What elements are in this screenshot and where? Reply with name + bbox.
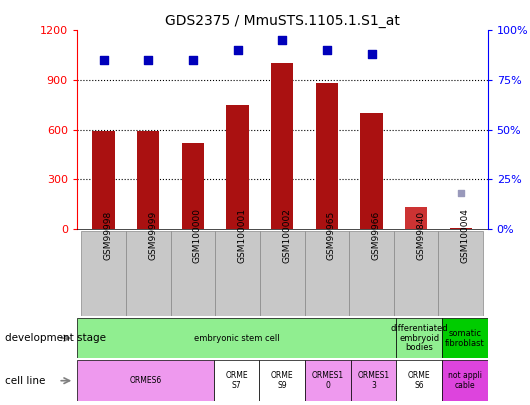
- Bar: [396, 318, 442, 358]
- Text: cell line: cell line: [5, 376, 46, 386]
- FancyBboxPatch shape: [215, 231, 260, 316]
- FancyBboxPatch shape: [438, 231, 483, 316]
- Text: GSM99966: GSM99966: [372, 211, 381, 260]
- Bar: [405, 207, 427, 229]
- Point: [456, 190, 465, 196]
- Text: ORME
S6: ORME S6: [408, 371, 430, 390]
- Text: GSM99840: GSM99840: [416, 211, 425, 260]
- Point: [367, 51, 376, 58]
- FancyBboxPatch shape: [394, 231, 438, 316]
- Bar: [137, 131, 160, 229]
- Bar: [316, 83, 338, 229]
- Bar: [351, 360, 396, 401]
- Bar: [442, 360, 488, 401]
- Title: GDS2375 / MmuSTS.1105.1.S1_at: GDS2375 / MmuSTS.1105.1.S1_at: [165, 14, 400, 28]
- Text: ORME
S7: ORME S7: [225, 371, 248, 390]
- FancyBboxPatch shape: [305, 231, 349, 316]
- Text: GSM99999: GSM99999: [148, 211, 157, 260]
- Text: GSM100000: GSM100000: [193, 208, 202, 262]
- Bar: [449, 228, 472, 229]
- Text: development stage: development stage: [5, 333, 107, 343]
- Text: ORMES1
0: ORMES1 0: [312, 371, 344, 390]
- Text: not appli
cable: not appli cable: [448, 371, 482, 390]
- Text: ORMES1
3: ORMES1 3: [357, 371, 390, 390]
- Bar: [92, 131, 115, 229]
- FancyBboxPatch shape: [260, 231, 305, 316]
- Text: GSM100004: GSM100004: [461, 208, 470, 262]
- Bar: [442, 318, 488, 358]
- Bar: [226, 105, 249, 229]
- Bar: [271, 64, 294, 229]
- Point: [323, 47, 331, 53]
- FancyBboxPatch shape: [171, 231, 215, 316]
- Bar: [405, 207, 427, 229]
- Text: ORME
S9: ORME S9: [271, 371, 294, 390]
- Bar: [259, 360, 305, 401]
- Text: ORMES6: ORMES6: [129, 376, 162, 385]
- Bar: [77, 360, 214, 401]
- FancyBboxPatch shape: [81, 231, 126, 316]
- Text: embryonic stem cell: embryonic stem cell: [194, 334, 279, 343]
- Text: differentiated
embryoid
bodies: differentiated embryoid bodies: [390, 324, 448, 352]
- Text: GSM99965: GSM99965: [327, 211, 336, 260]
- Point: [144, 57, 153, 63]
- Point: [100, 57, 108, 63]
- Point: [189, 57, 197, 63]
- Point: [233, 47, 242, 53]
- FancyBboxPatch shape: [349, 231, 394, 316]
- Bar: [214, 360, 259, 401]
- Text: GSM100002: GSM100002: [282, 208, 291, 262]
- Bar: [360, 113, 383, 229]
- Bar: [396, 360, 442, 401]
- Text: GSM100001: GSM100001: [237, 208, 246, 262]
- Point: [278, 37, 287, 44]
- Text: somatic
fibroblast: somatic fibroblast: [445, 329, 484, 347]
- Text: GSM99998: GSM99998: [104, 211, 113, 260]
- Bar: [182, 143, 204, 229]
- FancyBboxPatch shape: [126, 231, 171, 316]
- Bar: [77, 318, 396, 358]
- Bar: [305, 360, 351, 401]
